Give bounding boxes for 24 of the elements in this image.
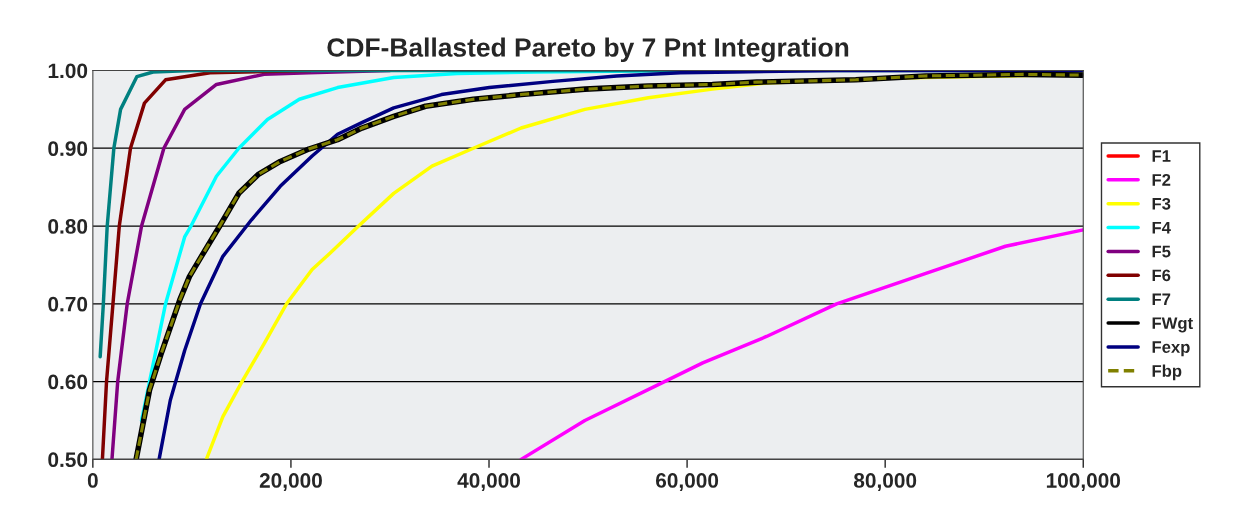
y-tick-label: 0.60 xyxy=(48,374,88,390)
legend-label: Fexp xyxy=(1152,341,1190,357)
x-tick-label: 0 xyxy=(87,473,98,488)
x-tick-label: 80,000 xyxy=(853,473,917,491)
x-tick-label: 20,000 xyxy=(259,473,322,491)
chart-title: CDF-Ballasted Pareto by 7 Pnt Integration xyxy=(327,37,849,63)
legend-label: F6 xyxy=(1152,269,1171,282)
y-tick-label: 0.80 xyxy=(48,219,88,234)
legend-label: FWgt xyxy=(1152,317,1193,333)
legend-label: F4 xyxy=(1152,221,1171,234)
legend-label: F1 xyxy=(1152,150,1171,162)
y-tick-label: 0.50 xyxy=(48,452,88,468)
line-series xyxy=(519,228,1084,460)
y-tick-label: 1.00 xyxy=(48,63,88,79)
x-tick-label: 40,000 xyxy=(457,473,521,491)
x-tick-label: 60,000 xyxy=(655,473,719,491)
legend-label: F2 xyxy=(1152,174,1171,186)
y-tick-label: 0.70 xyxy=(48,296,88,312)
legend-label: F5 xyxy=(1152,245,1171,258)
legend-label: F3 xyxy=(1152,197,1171,210)
legend-label: F7 xyxy=(1152,293,1171,305)
x-tick-label: 100,000 xyxy=(1046,473,1121,491)
legend-label: Fbp xyxy=(1152,364,1182,381)
y-tick-label: 0.90 xyxy=(48,141,88,156)
